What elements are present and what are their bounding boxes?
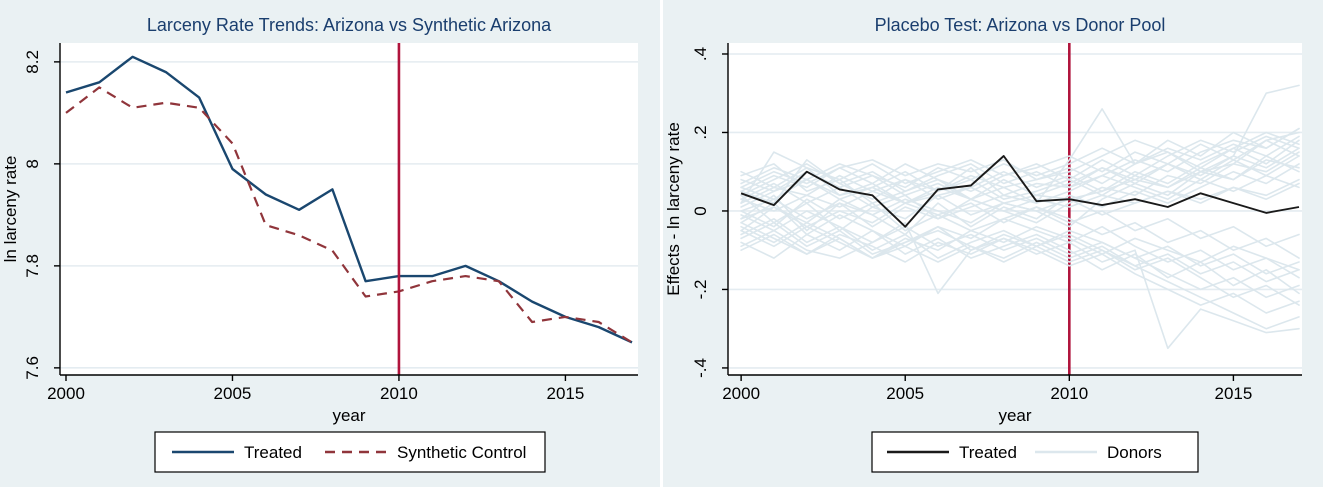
larceny-trends-chart: 8.2 8 7.8 7.6 2000 2005 2010 2015 year ln larceny… bbox=[0, 0, 660, 487]
donor-line bbox=[740, 218, 1300, 283]
y-tick-label: -.4 bbox=[691, 358, 710, 378]
placebo-test-chart: .4 .2 0 -.2 -.4 2000 2005 2010 2015 year Effects -… bbox=[663, 0, 1323, 487]
treated-line bbox=[740, 155, 1300, 228]
y-tick-label: .4 bbox=[691, 47, 710, 61]
donor-line bbox=[740, 139, 1300, 189]
donor-line bbox=[740, 155, 1300, 204]
x-tick-label: 2015 bbox=[1214, 384, 1252, 403]
plot-area bbox=[60, 43, 638, 375]
donor-line bbox=[740, 202, 1300, 279]
x-tick-label: 2005 bbox=[214, 384, 252, 403]
x-tick-label: 2000 bbox=[47, 384, 85, 403]
chart-title: Larceny Rate Trends: Arizona vs Syntheti… bbox=[147, 15, 552, 35]
donor-line bbox=[740, 229, 1300, 295]
donor-line bbox=[740, 147, 1300, 200]
synthetic-control-line bbox=[65, 86, 633, 344]
y-tick-label: 0 bbox=[691, 206, 710, 215]
right-chart-panel: .4 .2 0 -.2 -.4 2000 2005 2010 2015 year Effects -… bbox=[663, 0, 1323, 487]
donor-line bbox=[740, 174, 1300, 220]
x-axis-label: year bbox=[332, 406, 365, 425]
legend-label: Synthetic Control bbox=[397, 443, 526, 462]
legend-label: Treated bbox=[244, 443, 302, 462]
y-tick-label: 7.8 bbox=[23, 254, 42, 278]
y-tick-label: 8 bbox=[23, 159, 42, 168]
legend-label: Treated bbox=[959, 443, 1017, 462]
x-tick-label: 2010 bbox=[1050, 384, 1088, 403]
x-tick-label: 2010 bbox=[380, 384, 418, 403]
y-tick-label: .2 bbox=[691, 125, 710, 139]
donor-line bbox=[740, 225, 1300, 330]
y-axis-label: Effects - ln larceny rate bbox=[664, 122, 683, 296]
donor-line bbox=[740, 202, 1300, 248]
y-tick-label: 7.6 bbox=[23, 356, 42, 380]
x-tick-label: 2000 bbox=[722, 384, 760, 403]
donor-line bbox=[740, 221, 1300, 314]
x-tick-label: 2015 bbox=[547, 384, 585, 403]
donor-line bbox=[740, 198, 1300, 259]
donor-line bbox=[740, 229, 1300, 306]
donor-line bbox=[740, 178, 1300, 212]
left-chart-panel: 8.2 8 7.8 7.6 2000 2005 2010 2015 year ln larceny… bbox=[0, 0, 660, 487]
chart-title: Placebo Test: Arizona vs Donor Pool bbox=[875, 15, 1166, 35]
donor-line bbox=[740, 225, 1300, 299]
treated-line bbox=[65, 55, 633, 344]
donor-line bbox=[740, 151, 1300, 232]
legend-label: Donors bbox=[1107, 443, 1162, 462]
y-tick-label: 8.2 bbox=[23, 50, 42, 74]
donor-line bbox=[740, 139, 1300, 189]
x-tick-label: 2005 bbox=[886, 384, 924, 403]
y-axis-label: ln larceny rate bbox=[1, 156, 20, 263]
y-tick-label: -.2 bbox=[691, 280, 710, 300]
donor-line bbox=[740, 221, 1300, 350]
donor-line bbox=[740, 135, 1300, 208]
x-axis-label: year bbox=[998, 406, 1031, 425]
